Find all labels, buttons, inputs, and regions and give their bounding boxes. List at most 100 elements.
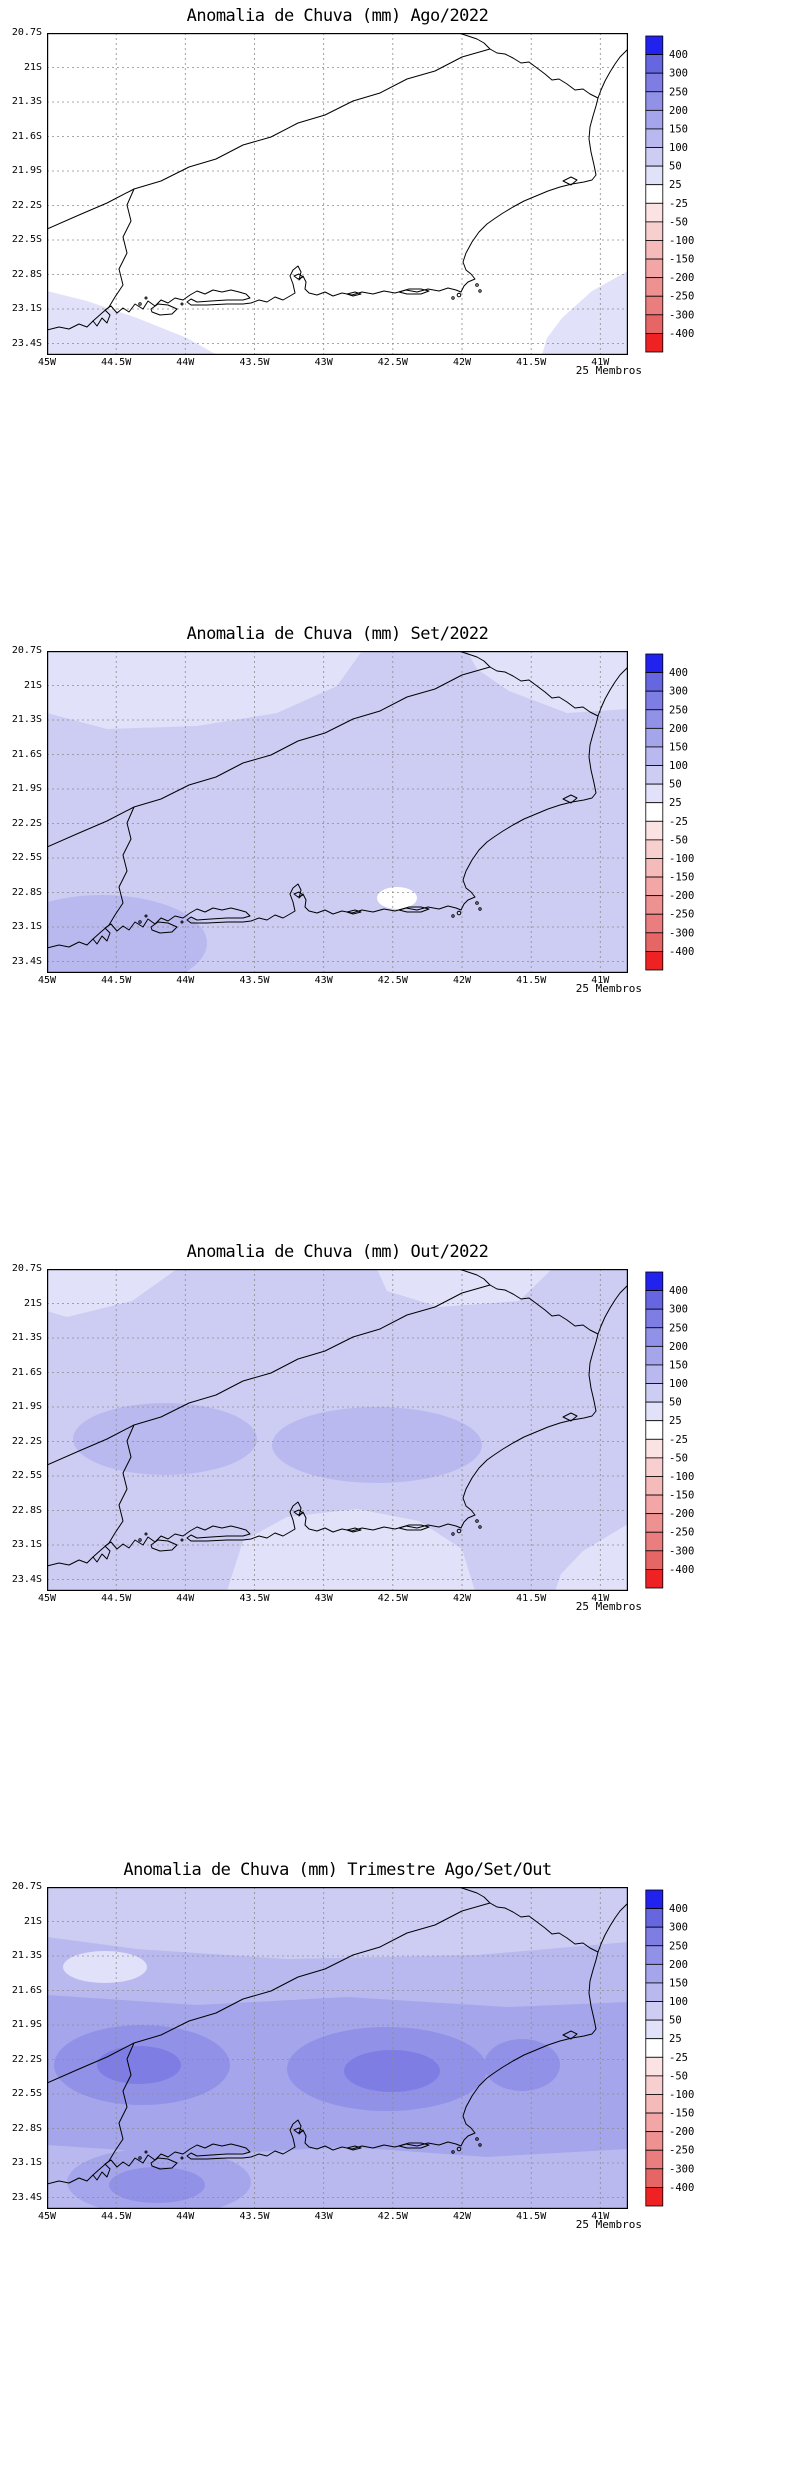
colorbar-label: 200 (669, 1959, 688, 1971)
x-tick-label: 41.5W (516, 357, 547, 368)
colorbar-label: 300 (669, 1922, 688, 1934)
colorbar-segment (645, 2168, 664, 2188)
anomaly-region (377, 887, 417, 909)
colorbar-segment (645, 746, 664, 766)
islet (144, 1532, 148, 1536)
island-outline (150, 303, 178, 316)
x-tick-label: 42.5W (377, 2211, 408, 2222)
colorbar-label: -100 (669, 1471, 694, 1483)
island-outline (150, 921, 178, 934)
island-outline (562, 2030, 578, 2040)
coastline (458, 1887, 491, 1904)
islet (478, 907, 482, 911)
colorbar-segment (645, 2001, 664, 2021)
islet (475, 2137, 479, 2141)
islet (180, 302, 184, 306)
colorbar-segment (645, 258, 664, 279)
colorbar: 400 300 250 200 150 100 50 25 -25 -50 -100 -150 -200… (645, 35, 694, 353)
coastline (92, 2042, 135, 2176)
x-tick-label: 44W (176, 357, 195, 368)
gridlines (47, 1269, 628, 1591)
colorbar-label: 250 (669, 704, 688, 716)
colorbar-segment (645, 295, 664, 316)
colorbar-segment (645, 932, 664, 952)
islet (180, 2156, 184, 2160)
y-tick-label: 21S (23, 1915, 42, 1927)
coastline (458, 651, 491, 668)
colorbar-label: 100 (669, 1378, 688, 1390)
anomaly-region (47, 1269, 177, 1317)
colorbar-label: 25 (669, 179, 682, 191)
coastline (92, 188, 135, 322)
colorbar-segment (645, 147, 664, 167)
panel-title: Anomalia de Chuva (mm) Trimestre Ago/Set… (123, 1860, 552, 1880)
colorbar-segment (645, 1513, 664, 1533)
colorbar-label: 25 (669, 2033, 682, 2045)
y-tick-label: 22.8S (11, 886, 42, 898)
y-tick-label: 21.6S (11, 130, 42, 142)
coastline (47, 1902, 491, 2084)
islet (456, 1528, 462, 1534)
colorbar-label: -150 (669, 1490, 694, 1502)
colorbar-segment (645, 1908, 664, 1928)
coastline (489, 48, 599, 99)
colorbar-segment (645, 109, 664, 130)
island-outline (562, 1412, 578, 1422)
anomaly-region (63, 1951, 147, 1983)
x-tick-label: 44.5W (101, 975, 132, 986)
x-tick-label: 42.5W (377, 975, 408, 986)
x-tick-label: 41.5W (516, 2211, 547, 2222)
islet (138, 2156, 142, 2160)
colorbar-segment (645, 91, 664, 111)
island-outline (398, 288, 430, 295)
y-tick-label: 21S (23, 1297, 42, 1309)
y-tick-label: 22.2S (11, 199, 42, 211)
colorbar-segment (645, 1308, 664, 1329)
colorbar-label: -200 (669, 890, 694, 902)
x-tick-label: 42W (452, 2211, 472, 2222)
colorbar-segment (645, 240, 664, 260)
colorbar-label: -200 (669, 272, 694, 284)
anomaly-region (272, 1407, 482, 1483)
islet (475, 901, 479, 905)
islet (451, 1532, 455, 1536)
island-outline (346, 291, 362, 297)
x-tick-label: 41W (591, 1593, 610, 1604)
colorbar-segment (645, 1494, 664, 1515)
colorbar-segment (645, 709, 664, 729)
colorbar-label: -50 (669, 2070, 688, 2082)
x-tick-label: 43.5W (239, 2211, 270, 2222)
colorbar-label: -25 (669, 2052, 688, 2064)
colorbar-label: 250 (669, 86, 688, 98)
coastline (47, 48, 491, 230)
x-tick-label: 45W (37, 2211, 57, 2222)
anomaly-region (377, 1269, 552, 1307)
islet (451, 2150, 455, 2154)
colorbar-label: 250 (669, 1940, 688, 1952)
x-tick-label: 43W (314, 2211, 333, 2222)
colorbar-segment (645, 165, 664, 186)
y-tick-label: 23.1S (11, 921, 42, 932)
colorbar-segment (645, 277, 664, 297)
colorbar-segment (645, 820, 664, 841)
island-outline (398, 2142, 430, 2149)
coastline-layer (47, 1887, 628, 2185)
colorbar-segment (645, 1889, 664, 1909)
colorbar-label: 150 (669, 1977, 688, 1989)
colorbar-label: -200 (669, 2126, 694, 2138)
island-outline (293, 1509, 304, 1516)
y-tick-label: 21.3S (11, 714, 42, 725)
panel-title: Anomalia de Chuva (mm) Set/2022 (186, 624, 489, 644)
islet (144, 914, 148, 918)
colorbar-label: 400 (669, 1285, 688, 1297)
x-tick-label: 44.5W (101, 1593, 132, 1604)
island-outline (150, 1539, 178, 1552)
colorbar-label: -50 (669, 1452, 688, 1464)
colorbar-label: -250 (669, 291, 694, 303)
y-tick-label: 21S (23, 61, 42, 73)
colorbar-segment (645, 1926, 664, 1947)
plot-frame (47, 1269, 628, 1591)
colorbar: 400 300 250 200 150 100 50 25 -25 -50 -100 -150 -200… (645, 1271, 694, 1589)
y-tick-label: 20.7S (11, 645, 42, 656)
islet (451, 296, 455, 300)
